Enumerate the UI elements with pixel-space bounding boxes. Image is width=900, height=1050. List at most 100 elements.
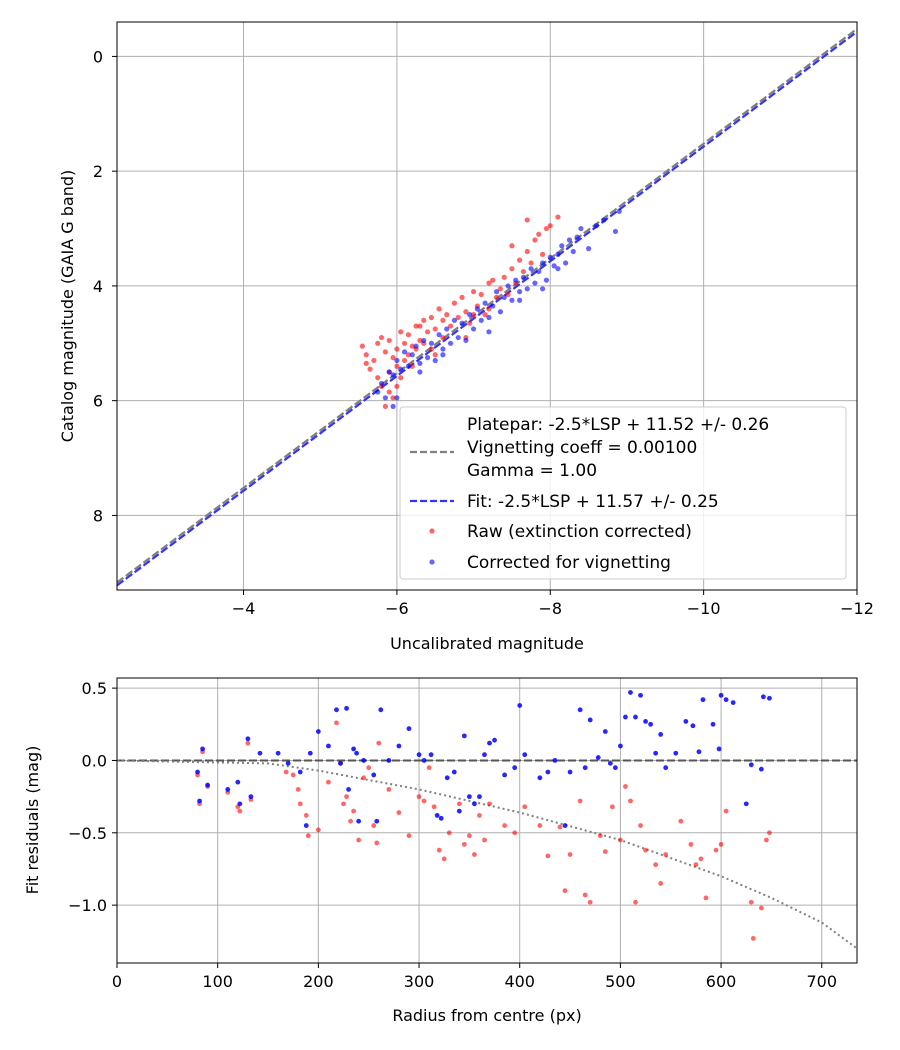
top-corrected-point	[432, 357, 438, 364]
bottom-raw-point	[396, 810, 402, 815]
top-corrected-point	[493, 289, 500, 295]
bottom-corrected-point	[653, 750, 659, 756]
bottom-raw-point	[303, 813, 309, 818]
top-raw-point	[436, 306, 442, 312]
top-raw-point	[405, 352, 411, 358]
top-corrected-point	[470, 326, 477, 332]
top-raw-point	[363, 360, 369, 366]
top-raw-point	[432, 352, 438, 358]
top-ytick-label: 6	[93, 392, 103, 411]
top-corrected-point	[497, 309, 504, 315]
bottom-corrected-point	[248, 794, 254, 800]
top-corrected-point	[455, 334, 461, 341]
bottom-raw-point	[763, 837, 769, 843]
top-corrected-point	[528, 266, 534, 272]
bottom-corrected-point	[416, 752, 422, 758]
bottom-raw-point	[374, 840, 380, 846]
bottom-raw-point	[587, 899, 593, 905]
top-raw-point	[532, 237, 538, 243]
top-corrected-point	[417, 360, 423, 366]
bottom-raw-point	[344, 794, 349, 800]
bottom-raw-point	[522, 804, 528, 810]
top-xtick-label: −10	[687, 599, 721, 618]
bottom-corrected-point	[673, 750, 679, 756]
bottom-corrected-point	[456, 808, 462, 814]
bottom-corrected-point	[552, 758, 558, 763]
top-raw-point	[394, 363, 400, 369]
top-corrected-point	[578, 225, 584, 232]
top-corrected-point	[474, 306, 481, 312]
bottom-corrected-point	[758, 766, 764, 772]
top-raw-point	[528, 260, 534, 266]
bottom-raw-point	[688, 841, 694, 847]
top-corrected-point	[428, 340, 435, 346]
top-platepar-line	[116, 28, 858, 584]
top-raw-point	[367, 366, 373, 372]
top-corrected-point	[440, 346, 446, 352]
top-corrected-point	[398, 366, 404, 372]
bottom-corrected-point	[648, 721, 654, 727]
legend-raw-swatch	[429, 528, 435, 534]
bottom-xtick-label: 100	[202, 972, 233, 991]
top-ytick-label: 8	[93, 506, 103, 525]
bottom-corrected-point	[767, 695, 772, 701]
bottom-corrected-point	[633, 714, 638, 720]
bottom-corrected-point	[623, 714, 628, 720]
bottom-corrected-point	[396, 743, 402, 749]
bottom-raw-point	[351, 808, 356, 814]
top-xtick-label: −12	[840, 599, 874, 618]
bottom-raw-point	[618, 837, 623, 843]
bottom-corrected-point	[618, 743, 623, 749]
bottom-raw-point	[537, 823, 543, 828]
bottom-corrected-point	[354, 750, 360, 756]
top-corrected-point	[463, 337, 469, 344]
bottom-raw-point	[693, 862, 699, 868]
bottom-raw-point	[633, 899, 638, 905]
top-ylabel: Catalog magnitude (GAIA G band)	[58, 170, 77, 442]
bottom-raw-point	[512, 830, 518, 836]
bottom-corrected-point	[351, 746, 356, 752]
bottom-raw-point	[748, 899, 754, 905]
bottom-corrected-point	[582, 765, 588, 771]
bottom-corrected-point	[567, 769, 573, 775]
top-raw-point	[363, 352, 369, 358]
bottom-corrected-point	[607, 760, 613, 766]
top-corrected-point	[586, 246, 592, 252]
top-corrected-point	[451, 317, 458, 323]
bottom-raw-point	[245, 740, 251, 746]
top-corrected-point	[547, 254, 553, 260]
bottom-raw-point	[361, 775, 367, 781]
top-xlabel: Uncalibrated magnitude	[390, 634, 584, 653]
top-raw-point	[428, 314, 435, 321]
bottom-corrected-point	[643, 719, 648, 724]
bottom-raw-point	[477, 813, 482, 818]
bottom-xtick-label: 200	[303, 972, 334, 991]
bottom-xtick-label: 400	[504, 972, 535, 991]
bottom-corrected-point	[200, 746, 205, 752]
top-corrected-point	[482, 300, 488, 306]
bottom-raw-point	[703, 895, 709, 901]
bottom-corrected-point	[492, 737, 497, 743]
bottom-raw-point	[713, 847, 719, 853]
top-raw-point	[516, 257, 523, 263]
bottom-corrected-point	[334, 707, 339, 713]
top-corrected-point	[505, 283, 511, 289]
top-raw-point	[428, 346, 435, 352]
bottom-raw-point	[557, 824, 563, 830]
bottom-plot-background	[117, 678, 857, 963]
bottom-raw-point	[305, 833, 311, 839]
bottom-ytick-label: 0.5	[82, 679, 107, 698]
top-raw-point	[417, 337, 423, 344]
bottom-corrected-point	[438, 815, 444, 821]
top-raw-point	[382, 349, 388, 355]
top-corrected-point	[563, 260, 569, 266]
top-corrected-point	[486, 329, 492, 335]
top-ytick-label: 2	[93, 162, 103, 181]
bottom-corrected-point	[748, 762, 754, 768]
bottom-raw-point	[487, 801, 492, 807]
top-corrected-point	[390, 372, 396, 378]
top-raw-point	[543, 225, 550, 232]
bottom-corrected-point	[760, 694, 766, 700]
bottom-raw-point	[295, 786, 301, 792]
bottom-raw-point	[421, 798, 427, 804]
